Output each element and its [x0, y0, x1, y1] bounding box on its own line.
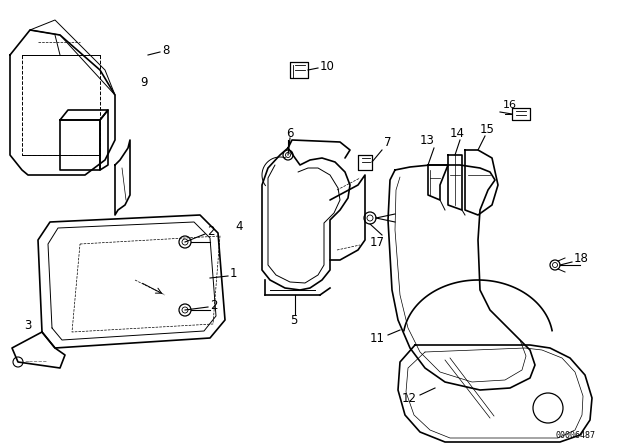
Text: ~~~~~: ~~~~~ — [24, 359, 47, 365]
Text: 8: 8 — [162, 43, 170, 56]
Text: 6: 6 — [286, 126, 294, 139]
Text: 15: 15 — [480, 122, 495, 135]
Text: 4: 4 — [235, 220, 243, 233]
Text: 14: 14 — [450, 126, 465, 139]
Text: 18: 18 — [574, 251, 589, 264]
Text: 5: 5 — [290, 314, 298, 327]
Text: 16: 16 — [503, 100, 517, 110]
Text: 12: 12 — [402, 392, 417, 405]
Text: 11: 11 — [370, 332, 385, 345]
Text: 3: 3 — [24, 319, 31, 332]
Text: 17: 17 — [370, 236, 385, 249]
Text: 2: 2 — [207, 224, 214, 237]
Text: 7: 7 — [384, 135, 392, 148]
Text: 00006487: 00006487 — [555, 431, 595, 439]
Text: 10: 10 — [320, 60, 335, 73]
Text: 9: 9 — [140, 76, 147, 89]
Text: 1: 1 — [230, 267, 237, 280]
Text: 2: 2 — [210, 298, 218, 311]
Text: 13: 13 — [420, 134, 435, 146]
